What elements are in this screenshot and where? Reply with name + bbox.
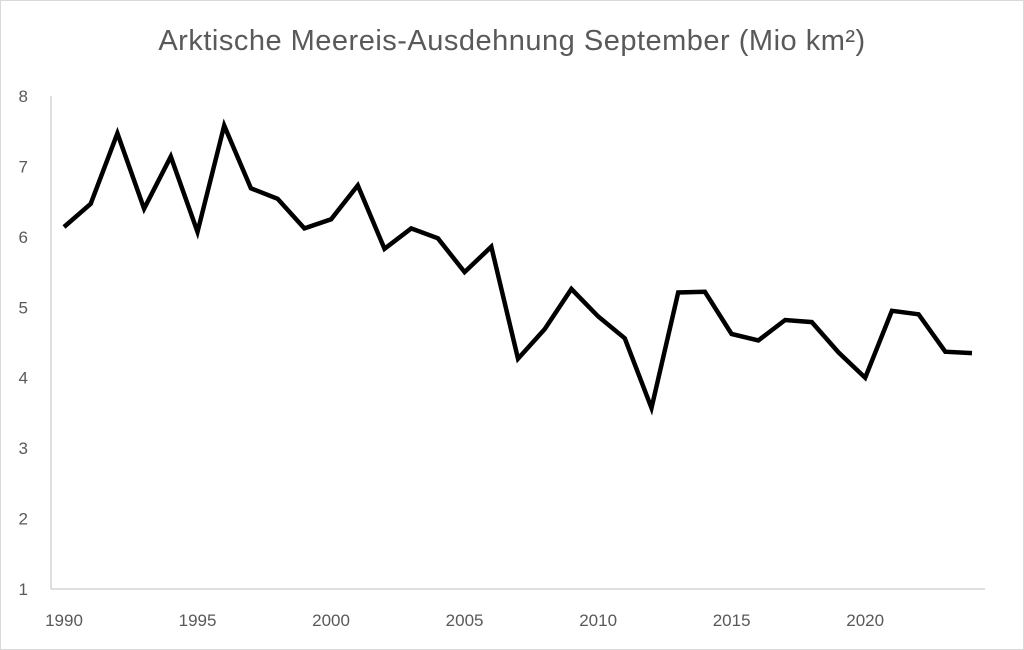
x-tick-label: 1995 — [179, 611, 217, 630]
y-tick-label: 5 — [19, 298, 28, 317]
x-tick-label: 2005 — [446, 611, 484, 630]
y-tick-label: 8 — [19, 87, 28, 106]
series-line — [62, 118, 973, 416]
x-tick-label: 2000 — [312, 611, 350, 630]
y-tick-label: 3 — [19, 439, 28, 458]
y-tick-label: 1 — [19, 580, 28, 599]
y-tick-label: 2 — [19, 510, 28, 529]
x-tick-label: 2020 — [846, 611, 884, 630]
x-tick-label: 1990 — [45, 611, 83, 630]
y-tick-label: 4 — [19, 369, 28, 388]
y-tick-label: 7 — [19, 157, 28, 176]
y-tick-label: 6 — [19, 228, 28, 247]
x-tick-label: 2015 — [713, 611, 751, 630]
x-tick-label: 2010 — [579, 611, 617, 630]
chart-title: Arktische Meereis-Ausdehnung September (… — [158, 25, 866, 57]
